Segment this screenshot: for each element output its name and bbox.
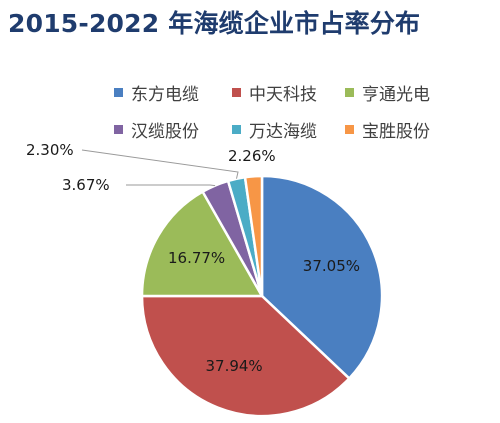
legend-label-3: 汉缆股份 <box>131 122 199 142</box>
leader-line-4 <box>81 149 239 179</box>
pie-slice-2 <box>140 190 264 298</box>
legend-swatch-5 <box>345 125 354 134</box>
legend-label-5: 宝胜股份 <box>362 122 430 142</box>
data-label-0: 37.05% <box>303 257 360 275</box>
legend-label-2: 亨通光电 <box>362 85 430 105</box>
legend-item-2: 亨通光电 <box>345 80 430 105</box>
data-label-2: 16.77% <box>168 249 225 267</box>
leader-line-3 <box>126 184 216 187</box>
pie-slice-0 <box>260 174 384 380</box>
legend-item-0: 东方电缆 <box>114 80 199 105</box>
legend-swatch-1 <box>232 88 241 97</box>
legend-label-1: 中天科技 <box>249 85 317 105</box>
data-label-3: 3.67% <box>62 176 110 194</box>
legend-swatch-2 <box>345 88 354 97</box>
legend-item-3: 汉缆股份 <box>114 117 199 142</box>
pie-slice-5 <box>243 174 264 298</box>
legend-item-1: 中天科技 <box>232 80 317 105</box>
data-label-1: 37.94% <box>205 357 262 375</box>
legend-label-0: 东方电缆 <box>131 85 199 105</box>
pie-slice-1 <box>140 294 351 418</box>
chart-title: 2015-2022 年海缆企业市占率分布 <box>8 9 421 38</box>
data-label-5: 2.26% <box>228 147 276 165</box>
data-label-4: 2.30% <box>26 141 74 159</box>
legend-label-4: 万达海缆 <box>249 122 317 142</box>
legend-swatch-3 <box>114 125 123 134</box>
chart-legend: 东方电缆 中天科技 亨通光电 汉缆股份 万达海缆 宝胜股份 <box>0 0 500 150</box>
legend-swatch-4 <box>232 125 241 134</box>
legend-item-5: 宝胜股份 <box>345 117 430 142</box>
legend-swatch-0 <box>114 88 123 97</box>
legend-item-4: 万达海缆 <box>232 117 317 142</box>
